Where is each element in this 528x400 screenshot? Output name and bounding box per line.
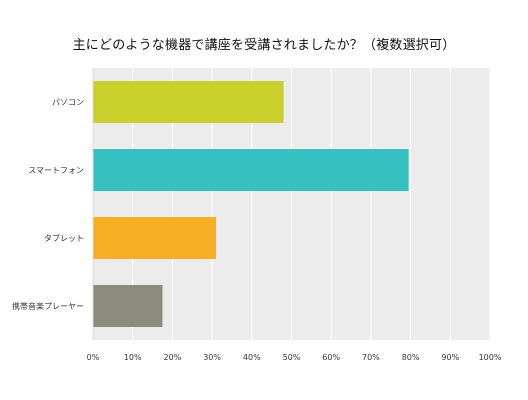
x-tick-label: 0% bbox=[87, 353, 100, 362]
y-category-label: スマートフォン bbox=[28, 166, 84, 175]
bar bbox=[93, 81, 284, 123]
x-tick-label: 40% bbox=[243, 353, 261, 362]
x-tick-label: 70% bbox=[362, 353, 380, 362]
bar bbox=[93, 285, 163, 327]
x-tick-label: 10% bbox=[124, 353, 142, 362]
x-tick-label: 100% bbox=[479, 353, 502, 362]
y-category-label: パソコン bbox=[52, 98, 84, 107]
x-tick-label: 50% bbox=[283, 353, 301, 362]
bar bbox=[93, 149, 409, 191]
x-tick-label: 20% bbox=[164, 353, 182, 362]
x-tick-label: 60% bbox=[322, 353, 340, 362]
y-category-label: 携帯音楽プレーヤー bbox=[12, 301, 84, 311]
x-tick-label: 80% bbox=[402, 353, 420, 362]
y-category-label: タブレット bbox=[44, 233, 84, 243]
x-tick-label: 30% bbox=[203, 353, 221, 362]
bar bbox=[93, 217, 217, 259]
chart-title: 主にどのような機器で講座を受講されましたか？（複数選択可） bbox=[72, 38, 456, 53]
x-tick-label: 90% bbox=[441, 353, 459, 362]
